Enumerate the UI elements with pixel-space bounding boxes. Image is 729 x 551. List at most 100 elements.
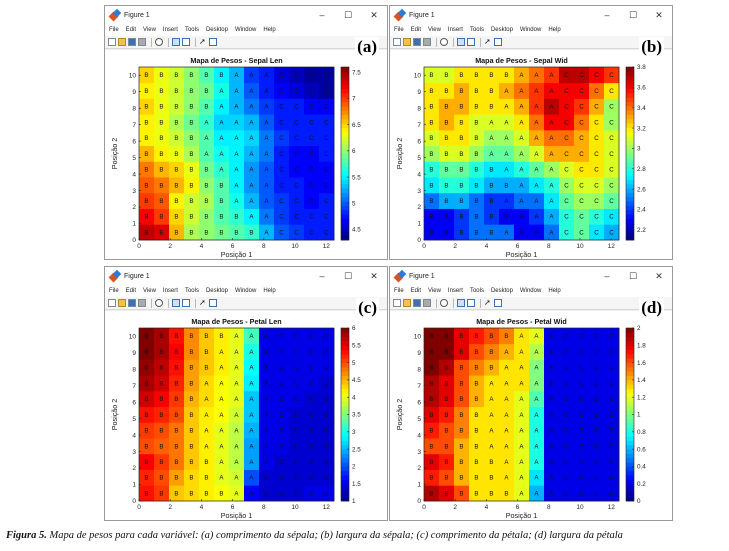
menu-file[interactable]: File	[394, 27, 404, 33]
menu-help[interactable]: Help	[263, 288, 276, 294]
zoom-icon[interactable]	[155, 299, 163, 307]
figure-window-b[interactable]: Figure 1 – ☐ ✕ File Edit View Insert Too…	[389, 5, 673, 260]
close-button[interactable]: ✕	[370, 9, 378, 20]
neuron-label: A	[534, 333, 539, 340]
menu-view[interactable]: View	[428, 27, 441, 33]
menu-insert[interactable]: Insert	[162, 27, 178, 33]
dock-icon[interactable]	[172, 38, 180, 46]
heatmap-cell	[529, 129, 545, 147]
neuron-label: A	[504, 229, 509, 236]
figure-window-c[interactable]: Figure 1 – ☐ ✕ File Edit View Insert Too…	[104, 266, 388, 521]
pointer-arrow-icon[interactable]: ➚	[199, 298, 206, 307]
heatmap-cell	[499, 453, 515, 470]
menu-view[interactable]: View	[428, 288, 441, 294]
menu-file[interactable]: File	[109, 288, 119, 294]
menu-help[interactable]: Help	[263, 27, 276, 33]
colorbar-segment	[341, 410, 349, 415]
window-titlebar[interactable]: Figure 1 – ☐ ✕	[105, 267, 387, 285]
legend-icon[interactable]	[209, 299, 217, 307]
pointer-arrow-icon[interactable]: ➚	[484, 298, 491, 307]
menu-window[interactable]: Window	[519, 288, 542, 294]
print-icon[interactable]	[138, 38, 146, 46]
legend-icon[interactable]	[494, 38, 502, 46]
menu-desktop[interactable]: Desktop	[205, 288, 228, 294]
menu-edit[interactable]: Edit	[125, 27, 137, 33]
menu-desktop[interactable]: Desktop	[490, 27, 513, 33]
menu-help[interactable]: Help	[548, 27, 561, 33]
neuron-label: B	[459, 182, 463, 189]
figure-window-d[interactable]: Figure 1 – ☐ ✕ File Edit View Insert Too…	[389, 266, 673, 521]
minimize-button[interactable]: –	[604, 271, 610, 281]
new-file-icon[interactable]	[393, 299, 401, 307]
menu-insert[interactable]: Insert	[447, 288, 463, 294]
property-inspector-icon[interactable]	[182, 38, 190, 46]
menu-tools[interactable]: Tools	[469, 27, 484, 33]
window-titlebar[interactable]: Figure 1 – ☐ ✕	[390, 6, 672, 24]
new-file-icon[interactable]	[108, 299, 116, 307]
maximize-button[interactable]: ☐	[628, 9, 638, 20]
zoom-icon[interactable]	[440, 38, 448, 46]
pointer-arrow-icon[interactable]: ➚	[199, 37, 206, 46]
print-icon[interactable]	[423, 299, 431, 307]
save-icon[interactable]	[128, 299, 136, 307]
neuron-label: C	[324, 412, 329, 419]
menu-view[interactable]: View	[143, 288, 156, 294]
save-icon[interactable]	[413, 299, 421, 307]
open-folder-icon[interactable]	[403, 38, 411, 46]
property-inspector-icon[interactable]	[467, 38, 475, 46]
save-icon[interactable]	[128, 38, 136, 46]
menu-insert[interactable]: Insert	[447, 27, 463, 33]
window-titlebar[interactable]: Figure 1 – ☐ ✕	[105, 6, 387, 24]
colorbar-segment	[341, 427, 349, 433]
open-folder-icon[interactable]	[403, 299, 411, 307]
minimize-button[interactable]: –	[319, 271, 325, 281]
dock-icon[interactable]	[457, 299, 465, 307]
property-inspector-icon[interactable]	[182, 299, 190, 307]
new-file-icon[interactable]	[393, 38, 401, 46]
menu-view[interactable]: View	[143, 27, 156, 33]
menu-edit[interactable]: Edit	[410, 27, 422, 33]
new-file-icon[interactable]	[108, 38, 116, 46]
figure-window-a[interactable]: Figure 1 – ☐ ✕ File Edit View Insert Too…	[104, 5, 388, 260]
heatmap-cell	[514, 422, 530, 439]
menu-file[interactable]: File	[109, 27, 119, 33]
heatmap-cell	[139, 359, 155, 376]
open-folder-icon[interactable]	[118, 38, 126, 46]
heatmap-cell	[589, 375, 605, 392]
dock-icon[interactable]	[457, 38, 465, 46]
close-button[interactable]: ✕	[655, 9, 663, 20]
menu-file[interactable]: File	[394, 288, 404, 294]
legend-icon[interactable]	[209, 38, 217, 46]
menu-tools[interactable]: Tools	[184, 27, 199, 33]
legend-icon[interactable]	[494, 299, 502, 307]
menu-tools[interactable]: Tools	[184, 288, 199, 294]
maximize-button[interactable]: ☐	[628, 270, 638, 281]
close-button[interactable]: ✕	[655, 270, 663, 281]
menu-desktop[interactable]: Desktop	[490, 288, 513, 294]
menu-window[interactable]: Window	[519, 27, 542, 33]
menu-window[interactable]: Window	[234, 27, 257, 33]
menu-window[interactable]: Window	[234, 288, 257, 294]
pointer-arrow-icon[interactable]: ➚	[484, 37, 491, 46]
zoom-icon[interactable]	[155, 38, 163, 46]
zoom-icon[interactable]	[440, 299, 448, 307]
minimize-button[interactable]: –	[319, 10, 325, 20]
maximize-button[interactable]: ☐	[343, 9, 353, 20]
dock-icon[interactable]	[172, 299, 180, 307]
menu-insert[interactable]: Insert	[162, 288, 178, 294]
menu-desktop[interactable]: Desktop	[205, 27, 228, 33]
close-button[interactable]: ✕	[370, 270, 378, 281]
print-icon[interactable]	[423, 38, 431, 46]
heatmap-cell	[574, 224, 590, 241]
save-icon[interactable]	[413, 38, 421, 46]
property-inspector-icon[interactable]	[467, 299, 475, 307]
menu-edit[interactable]: Edit	[410, 288, 422, 294]
menu-edit[interactable]: Edit	[125, 288, 137, 294]
minimize-button[interactable]: –	[604, 10, 610, 20]
print-icon[interactable]	[138, 299, 146, 307]
menu-tools[interactable]: Tools	[469, 288, 484, 294]
menu-help[interactable]: Help	[548, 288, 561, 294]
window-titlebar[interactable]: Figure 1 – ☐ ✕	[390, 267, 672, 285]
maximize-button[interactable]: ☐	[343, 270, 353, 281]
open-folder-icon[interactable]	[118, 299, 126, 307]
